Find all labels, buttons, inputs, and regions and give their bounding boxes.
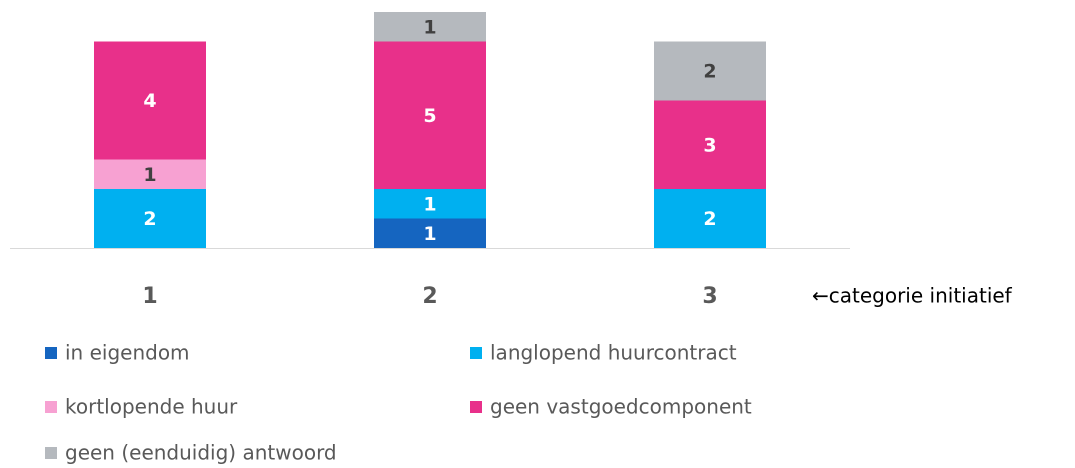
bar-segment	[94, 41, 206, 160]
data-label: 1	[423, 223, 436, 245]
legend-label: langlopend huurcontract	[490, 341, 737, 365]
data-label: 5	[423, 105, 436, 127]
bar-segment	[654, 41, 766, 101]
legend-swatch	[470, 401, 482, 413]
legend-label: geen (eenduidig) antwoord	[65, 441, 337, 465]
bar-segment	[374, 12, 486, 42]
x-tick-label: 2	[422, 284, 437, 309]
data-label: 1	[423, 193, 436, 215]
bar-segment	[374, 41, 486, 189]
bar-segment	[374, 189, 486, 219]
legend-swatch	[45, 347, 57, 359]
legend-swatch	[470, 347, 482, 359]
annotation: ←categorie initiatief	[812, 284, 1013, 308]
bar-segment	[654, 189, 766, 248]
bar-segment	[94, 189, 206, 248]
data-label: 3	[703, 134, 716, 156]
legend-swatch	[45, 447, 57, 459]
legend-label: in eigendom	[65, 341, 190, 365]
x-tick-label: 1	[142, 284, 157, 309]
legend-label: kortlopende huur	[65, 395, 238, 419]
bar-segment	[654, 100, 766, 189]
data-label: 2	[703, 61, 716, 83]
legend-label: geen vastgoedcomponent	[490, 395, 752, 419]
bar-segment	[374, 218, 486, 248]
data-label: 2	[143, 208, 156, 230]
data-label: 1	[423, 16, 436, 38]
bar-segment	[94, 159, 206, 189]
data-label: 4	[143, 90, 156, 112]
legend-swatch	[45, 401, 57, 413]
data-label: 2	[703, 208, 716, 230]
data-label: 1	[143, 164, 156, 186]
x-tick-label: 3	[702, 284, 717, 309]
